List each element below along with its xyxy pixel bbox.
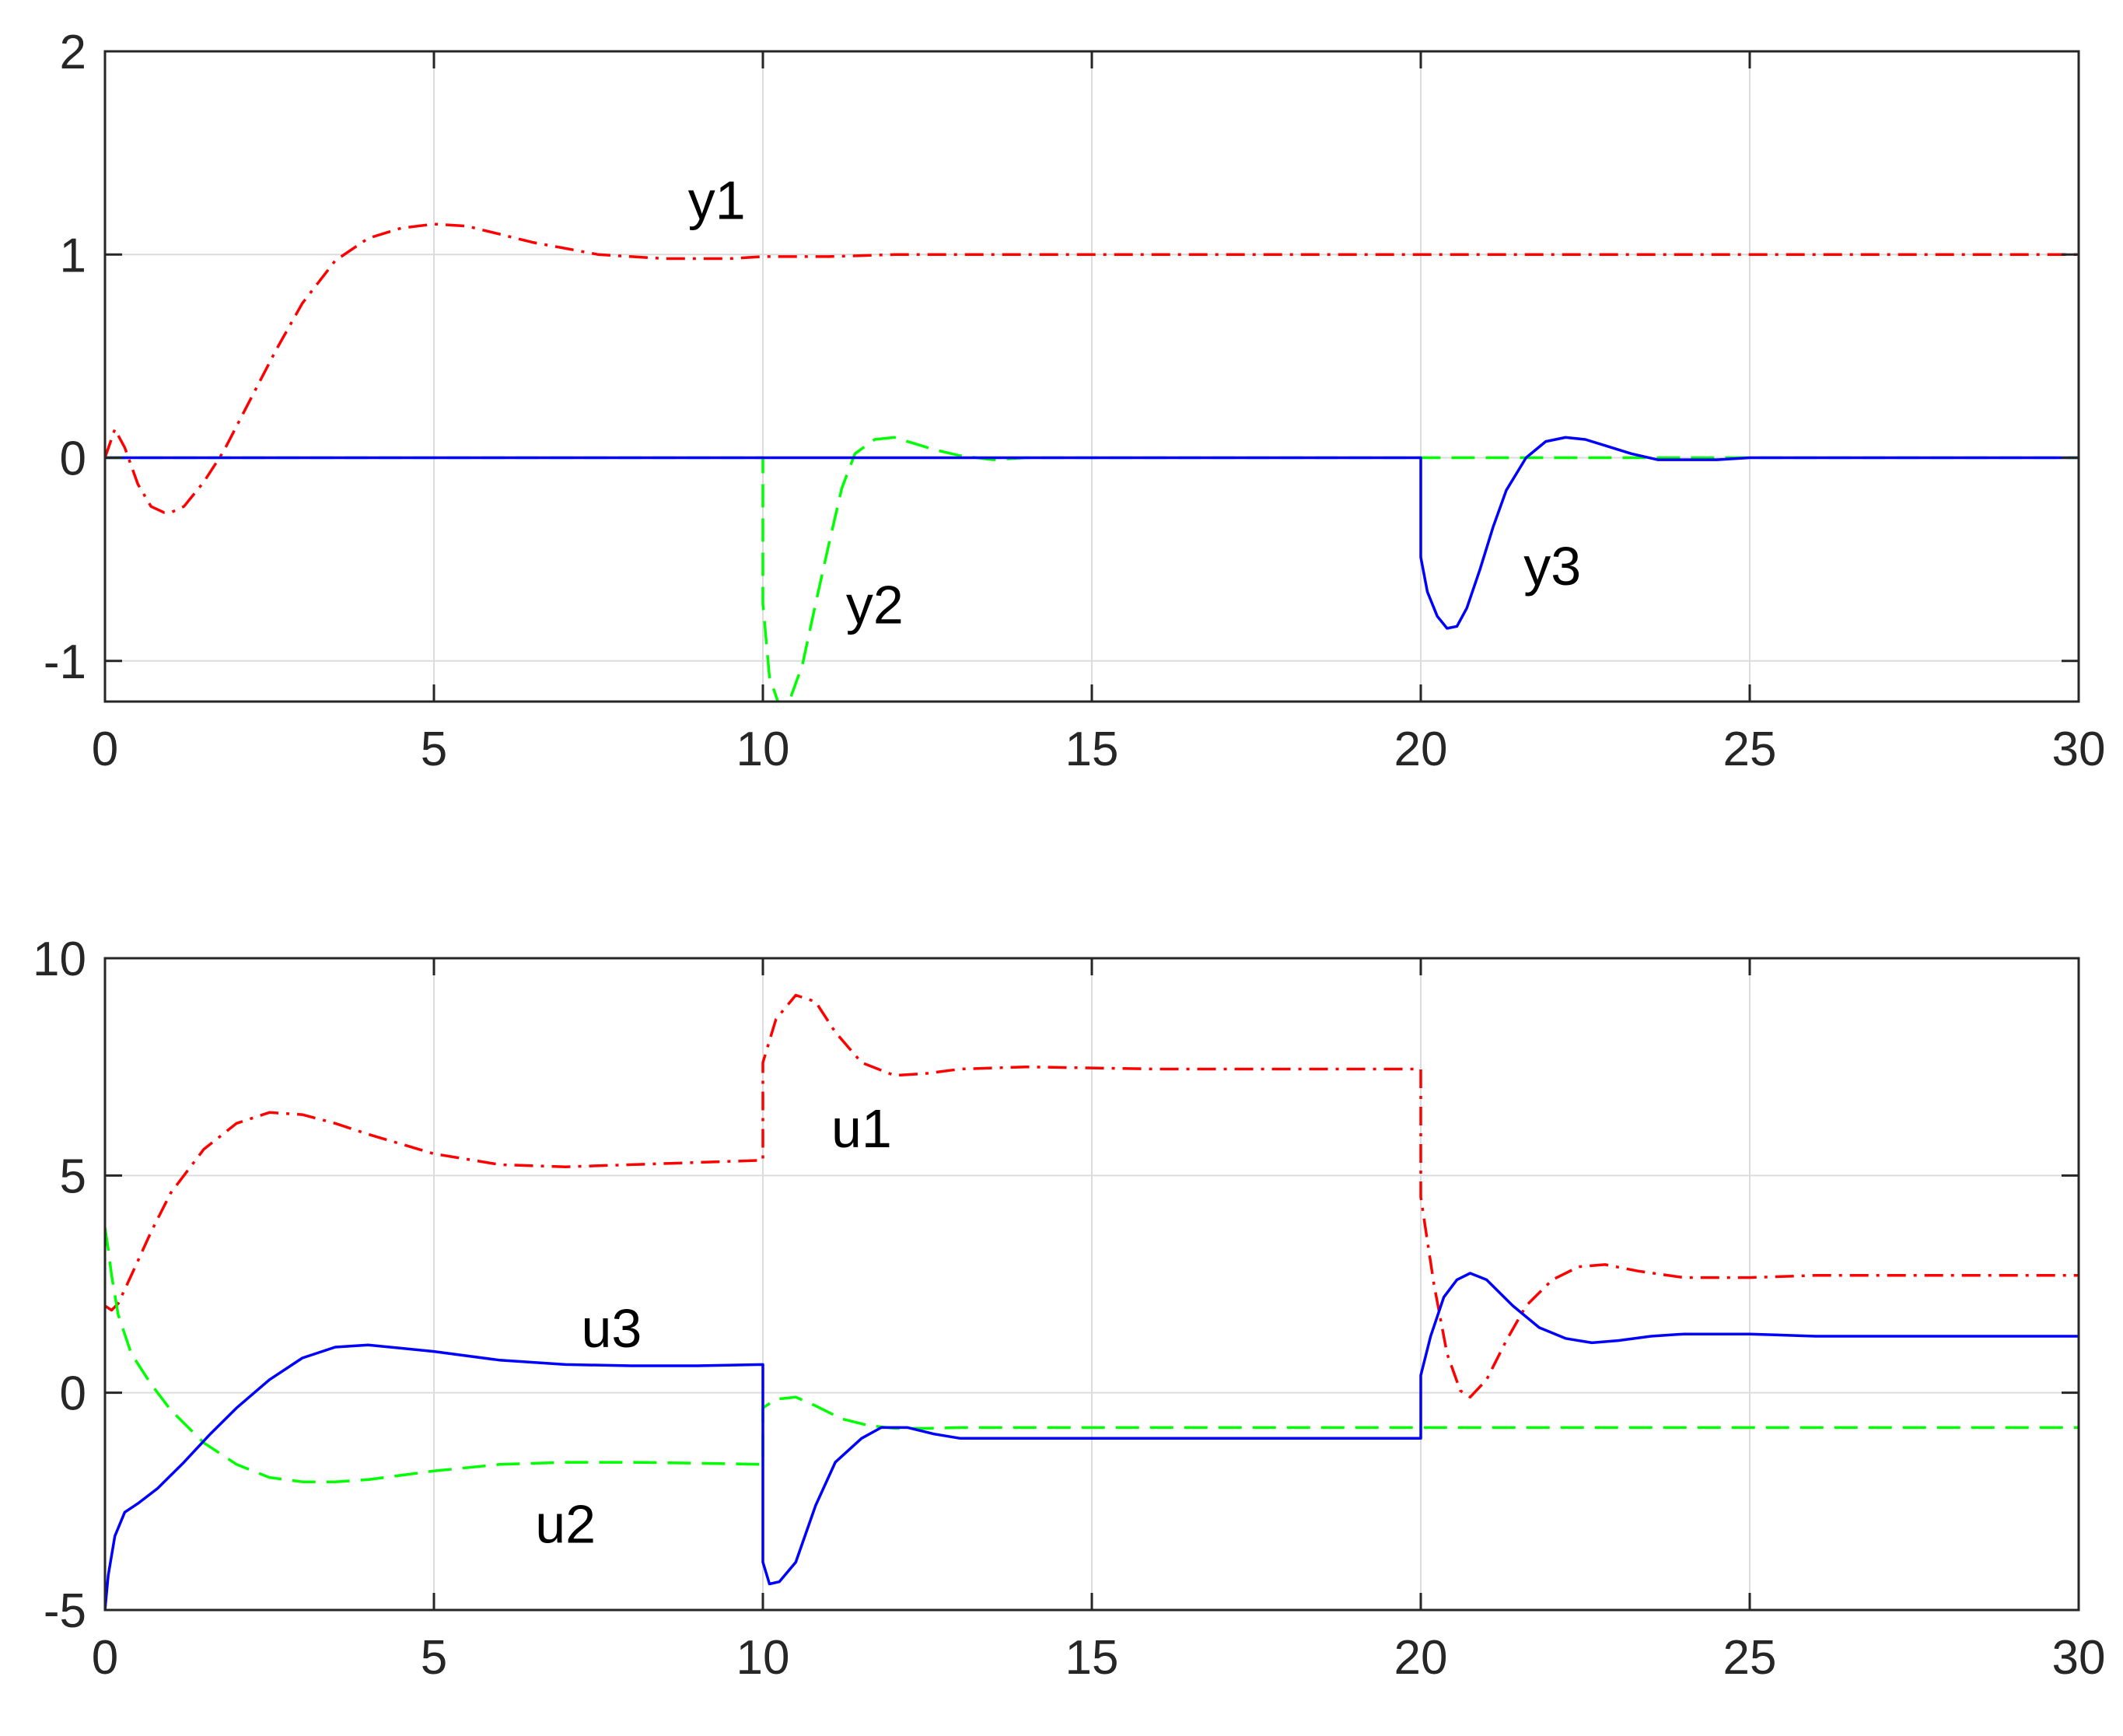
x-tick-label: 20 xyxy=(1394,723,1448,776)
x-tick-label: 10 xyxy=(736,723,790,776)
bottom-annotations: u1 u2 u3 xyxy=(535,1098,892,1554)
x-tick-label: 20 xyxy=(1394,1631,1448,1685)
series-line-u3 xyxy=(105,1272,2079,1610)
x-tick-label: 30 xyxy=(2052,1631,2106,1685)
x-tick-label: 0 xyxy=(92,1631,118,1685)
top-y-tick-labels: -1 0 1 2 xyxy=(44,26,86,689)
x-tick-label: 30 xyxy=(2052,723,2106,776)
y-tick-label: 10 xyxy=(33,933,86,986)
y3-label: y3 xyxy=(1523,536,1581,597)
y-tick-label: -5 xyxy=(44,1584,86,1638)
x-tick-label: 15 xyxy=(1065,723,1119,776)
bottom-y-tick-labels: -5 0 5 10 xyxy=(33,933,86,1638)
y-tick-label: 0 xyxy=(60,1367,86,1421)
y1-label: y1 xyxy=(688,170,746,231)
x-tick-label: 25 xyxy=(1723,1631,1777,1685)
u2-label: u2 xyxy=(535,1493,596,1554)
top-series xyxy=(105,222,2079,702)
bottom-x-tick-labels: 0 5 10 15 20 25 30 xyxy=(92,1631,2106,1685)
series-line-u1 xyxy=(105,993,2079,1399)
x-tick-label: 5 xyxy=(421,723,447,776)
series-line-u2 xyxy=(105,1227,2079,1483)
x-tick-label: 15 xyxy=(1065,1631,1119,1685)
series-line-y3 xyxy=(105,436,2079,630)
top-ticks xyxy=(103,50,2080,702)
y-tick-label: 1 xyxy=(60,229,86,282)
x-tick-label: 5 xyxy=(421,1631,447,1685)
x-tick-label: 25 xyxy=(1723,723,1777,776)
top-x-tick-labels: 0 5 10 15 20 25 30 xyxy=(92,723,2106,776)
u1-label: u1 xyxy=(831,1098,892,1159)
top-annotations: y1 y2 y3 xyxy=(688,170,1581,635)
y-tick-label: 0 xyxy=(60,432,86,486)
x-tick-label: 10 xyxy=(736,1631,790,1685)
bottom-ticks xyxy=(103,957,2080,1612)
u3-label: u3 xyxy=(581,1298,642,1359)
bottom-input-plot: 0 5 10 15 20 25 30 -5 0 5 10 u1 u2 u3 xyxy=(33,933,2105,1685)
bottom-series xyxy=(105,993,2079,1610)
y2-label: y2 xyxy=(846,575,904,635)
y-tick-label: 5 xyxy=(60,1150,86,1203)
top-output-plot: 0 5 10 15 20 25 30 -1 0 1 2 y1 y2 y3 xyxy=(44,26,2106,776)
y-tick-label: -1 xyxy=(44,635,86,689)
y-tick-label: 2 xyxy=(60,26,86,79)
x-tick-label: 0 xyxy=(92,723,118,776)
